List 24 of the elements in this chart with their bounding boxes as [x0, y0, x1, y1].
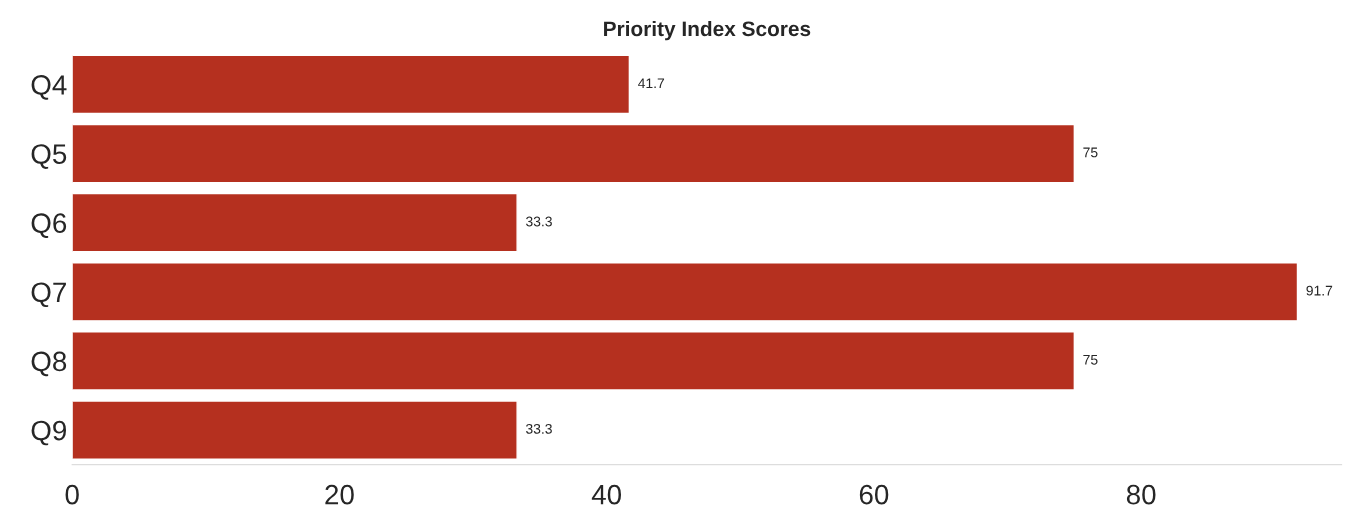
y-tick-label: Q6: [31, 213, 67, 238]
y-tick-label: Q8: [31, 351, 67, 377]
data-label: 33.3: [526, 423, 552, 434]
bar: [72, 123, 1076, 184]
x-tick-label: 0: [65, 484, 79, 505]
x-tick-label: 80: [1126, 484, 1156, 505]
x-tick-label: 60: [859, 484, 889, 505]
data-label: 75: [1083, 147, 1098, 158]
bar: [72, 400, 518, 460]
bar: [72, 331, 1076, 391]
x-tick-label: 40: [591, 484, 622, 505]
y-tick-label: Q5: [31, 144, 67, 169]
data-label: 33.3: [526, 216, 552, 227]
bar: [72, 54, 631, 115]
y-tick-label: Q4: [31, 75, 67, 100]
y-tick-label: Q9: [31, 420, 67, 446]
data-label: 75: [1083, 354, 1098, 365]
x-tick-label: 20: [325, 484, 354, 505]
data-label: 41.7: [638, 78, 665, 89]
y-tick-label: Q7: [31, 282, 66, 308]
data-label: 91.7: [1306, 285, 1333, 296]
bar: [72, 262, 1299, 322]
chart-title: Priority Index Scores: [604, 20, 811, 41]
bar: [72, 192, 518, 253]
